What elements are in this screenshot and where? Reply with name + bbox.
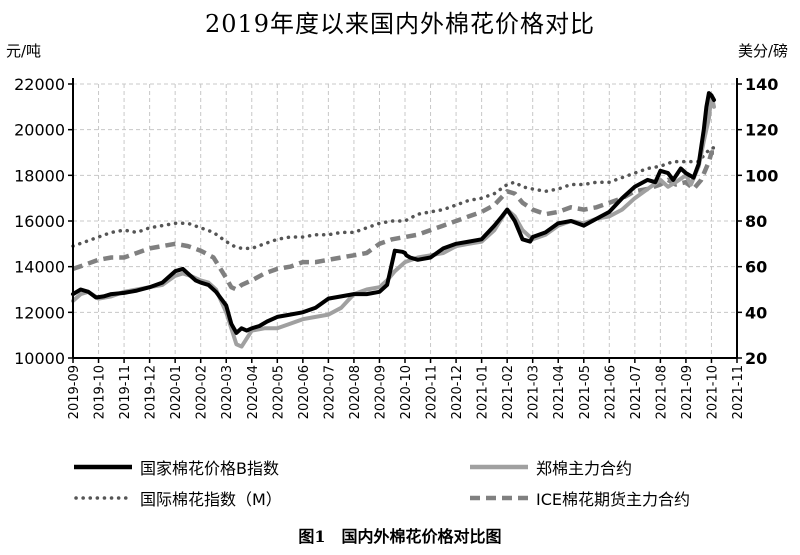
series-layer [71,91,716,349]
legend-label-ice-contract: ICE棉花期货主力合约 [536,490,691,509]
right-axis-tick-label: 60 [745,258,767,277]
legend-label-zce-contract: 郑棉主力合约 [536,459,633,478]
right-axis-tick-label: 100 [745,166,778,185]
x-axis-tick-label: 2021-08 [654,365,669,419]
x-axis-tick-label: 2021-10 [705,365,720,419]
x-axis-tick-label: 2019-11 [118,365,133,419]
x-axis-tick-label: 2021-03 [527,365,542,419]
x-axis-tick-label: 2020-09 [373,365,388,419]
x-axis-tick-label: 2019-12 [144,365,159,419]
x-axis-tick-label: 2021-01 [476,365,491,419]
x-axis-tick-label: 2020-02 [195,365,210,419]
legend-swatch-zce-contract [470,464,528,470]
x-axis-tick-label: 2020-01 [169,365,184,419]
x-axis-tick-label: 2021-07 [629,365,644,419]
right-axis-tick-label: 40 [745,303,767,322]
left-axis-tick-label: 20000 [14,121,65,140]
x-axis-tick-label: 2019-10 [93,365,108,419]
series-line-2 [71,146,716,251]
legend-item-ice-contract: ICE棉花期货主力合约 [468,486,690,510]
x-axis-tick-label: 2021-05 [578,365,593,419]
x-axis-tick-label: 2020-05 [271,365,286,419]
legend-swatch-ice-contract [470,495,528,501]
x-axis-tick-label: 2020-06 [297,365,312,419]
series-line-3 [72,150,714,292]
x-axis-tick-label: 2021-02 [501,365,516,419]
legend-label-m-index: 国际棉花指数（M） [140,490,282,509]
x-axis-tick-label: 2021-09 [680,365,695,419]
figure-caption: 图1 国内外棉花价格对比图 [298,527,502,546]
legend-item-zce-contract: 郑棉主力合约 [468,455,632,479]
legend-item-m-index: 国际棉花指数（M） [72,486,282,510]
axes: 10000 12000 14000 16000 18000 20000 22000 20 40 6… [14,75,778,419]
left-axis-tick-label: 14000 [14,258,65,277]
series-line-0 [71,91,716,335]
left-axis-unit: 元/吨 [6,42,42,60]
legend-item-b-index: 国家棉花价格B指数 [72,455,279,479]
right-axis-tick-label: 20 [745,349,767,368]
left-axis-tick-label: 10000 [14,349,65,368]
legend-label-b-index: 国家棉花价格B指数 [140,459,279,478]
x-axis-tick-label: 2020-07 [322,365,337,419]
series-line-1 [71,93,716,349]
x-axis-tick-label: 2020-04 [246,365,261,419]
x-axis-tick-label: 2020-12 [450,365,465,419]
right-axis-unit: 美分/磅 [737,42,788,60]
right-axis-tick-label: 80 [745,212,767,231]
x-axis-tick-label: 2021-04 [552,365,567,419]
left-axis-tick-label: 16000 [14,212,65,231]
x-axis-tick-label: 2020-08 [348,365,363,419]
legend-swatch-b-index [74,464,132,470]
x-axis-tick-label: 2021-11 [731,365,746,419]
grid-lines [72,83,738,359]
x-axis-tick-label: 2019-09 [67,365,82,419]
left-axis-tick-label: 12000 [14,303,65,322]
right-axis-tick-label: 140 [745,75,778,94]
left-axis-tick-label: 22000 [14,75,65,94]
chart-title: 2019年度以来国内外棉花价格对比 [204,10,596,38]
x-axis-tick-label: 2021-06 [603,365,618,419]
legend-swatch-m-index [74,496,134,500]
right-axis-tick-label: 120 [745,121,778,140]
x-axis-tick-label: 2020-11 [425,365,440,419]
price-line-chart: 10000 12000 14000 16000 18000 20000 22000 20 40 6… [14,75,778,419]
x-axis-tick-label: 2020-10 [399,365,414,419]
x-axis-tick-label: 2020-03 [220,365,235,419]
left-axis-tick-label: 18000 [14,166,65,185]
